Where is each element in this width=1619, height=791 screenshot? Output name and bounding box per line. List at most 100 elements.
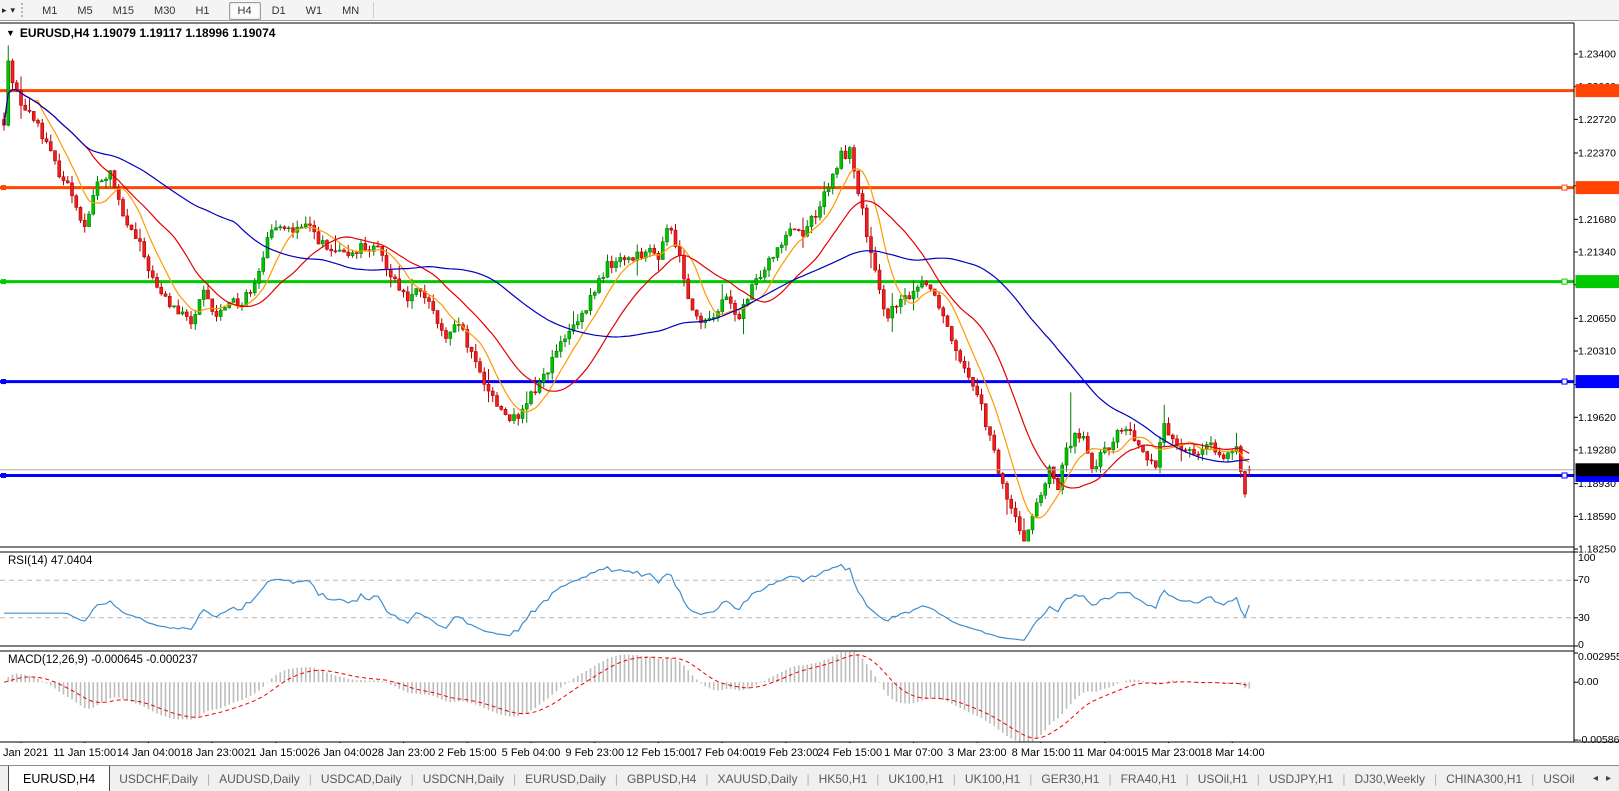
svg-text:1.23400: 1.23400 bbox=[1578, 49, 1616, 61]
tab-separator: | bbox=[410, 771, 414, 786]
tab-USOil[interactable]: USOil bbox=[1543, 771, 1575, 786]
chart-menu-icon[interactable]: ▼ bbox=[6, 28, 15, 38]
tab-USOil-H1[interactable]: USOil,H1 bbox=[1197, 771, 1248, 786]
rsi-line bbox=[4, 563, 1250, 641]
timeframe-button-H4[interactable]: H4 bbox=[228, 2, 261, 20]
timeframe-button-MN[interactable]: MN bbox=[342, 5, 360, 17]
tab-separator: | bbox=[705, 771, 709, 786]
tab-separator: | bbox=[1029, 771, 1033, 786]
timeframe-button-M1[interactable]: M1 bbox=[42, 5, 58, 17]
hline-handle[interactable] bbox=[1561, 278, 1568, 285]
hline-handle[interactable] bbox=[1, 379, 6, 385]
chart-tool-icon[interactable]: ▸ bbox=[2, 5, 7, 15]
svg-text:0: 0 bbox=[1578, 639, 1584, 651]
tab-USDJPY-H1[interactable]: USDJPY,H1 bbox=[1268, 771, 1334, 786]
tab-XAUUSD-Daily[interactable]: XAUUSD,Daily bbox=[717, 771, 798, 786]
time-axis-label: 9 Feb 23:00 bbox=[565, 747, 625, 759]
hline-handle[interactable] bbox=[1, 279, 6, 285]
timeframe-button-M30[interactable]: M30 bbox=[154, 5, 176, 17]
tab-separator: | bbox=[513, 771, 517, 786]
svg-text:30: 30 bbox=[1578, 612, 1590, 624]
tab-HK50-H1[interactable]: HK50,H1 bbox=[818, 771, 868, 786]
macd-indicator-label: MACD(12,26,9) -0.000645 -0.000237 bbox=[8, 654, 198, 666]
time-axis-label: 12 Feb 15:00 bbox=[626, 747, 691, 759]
tab-separator: | bbox=[1531, 771, 1535, 786]
time-axis-label: 11 Jan 15:00 bbox=[53, 747, 117, 759]
tab-USDCNH-Daily[interactable]: USDCNH,Daily bbox=[422, 771, 505, 786]
time-axis-label: 5 Feb 04:00 bbox=[501, 747, 561, 759]
chart-title: ▼ EURUSD,H4 1.19079 1.19117 1.18996 1.19… bbox=[6, 26, 275, 40]
svg-text:1.21340: 1.21340 bbox=[1578, 247, 1616, 259]
tab-DJ30-Weekly[interactable]: DJ30,Weekly bbox=[1354, 771, 1425, 786]
svg-text:1.18250: 1.18250 bbox=[1578, 544, 1616, 556]
time-axis-label: 18 Jan 23:00 bbox=[180, 747, 245, 759]
svg-text:1.19280: 1.19280 bbox=[1578, 445, 1616, 457]
svg-text:1.20650: 1.20650 bbox=[1578, 313, 1616, 325]
hline-price-tag bbox=[1575, 181, 1619, 195]
time-axis-label: 3 Mar 23:00 bbox=[947, 747, 1007, 759]
tab-EURUSD-Daily[interactable]: EURUSD,Daily bbox=[525, 771, 606, 786]
hline-handle[interactable] bbox=[1, 472, 6, 478]
hline-handle[interactable] bbox=[1561, 472, 1568, 479]
time-axis-label: 28 Jan 23:00 bbox=[371, 747, 436, 759]
tab-separator: | bbox=[876, 771, 880, 786]
hline-handle[interactable] bbox=[1561, 378, 1568, 385]
tab-AUDUSD-Daily[interactable]: AUDUSD,Daily bbox=[219, 771, 300, 786]
svg-text:1.20310: 1.20310 bbox=[1578, 346, 1616, 358]
timeframe-buttons: M1 M5 M15 M30 H1 H4 D1 W1 MN bbox=[32, 1, 369, 20]
tab-CHINA300-H1[interactable]: CHINA300,H1 bbox=[1446, 771, 1523, 786]
tab-separator: | bbox=[1433, 771, 1438, 786]
time-axis-label: 14 Jan 04:00 bbox=[116, 747, 181, 759]
time-axis-label: 26 Jan 04:00 bbox=[307, 747, 372, 759]
tab-separator: | bbox=[806, 771, 810, 786]
tab-GBPUSD-H4[interactable]: GBPUSD,H4 bbox=[626, 771, 697, 786]
tab-scroll-left-icon[interactable]: ◂ bbox=[1592, 773, 1598, 784]
chart-title-text: EURUSD,H4 1.19079 1.19117 1.18996 1.1907… bbox=[19, 26, 276, 40]
timeframe-button-H1[interactable]: H1 bbox=[195, 5, 210, 17]
tab-EURUSD-H4[interactable]: EURUSD,H4 bbox=[8, 766, 111, 791]
time-axis-label: 21 Jan 15:00 bbox=[244, 747, 308, 759]
svg-text:0.002955: 0.002955 bbox=[1578, 651, 1619, 663]
tab-separator: | bbox=[614, 771, 618, 786]
horizontal-lines bbox=[0, 89, 1574, 477]
tabs-holder: EURUSD,H4 USDCHF,Daily | AUDUSD,Daily | USDCA… bbox=[8, 766, 1584, 791]
ma-fast-line bbox=[3, 88, 1250, 519]
time-axis-label: 6 Jan 2021 bbox=[0, 747, 49, 759]
svg-text:70: 70 bbox=[1578, 574, 1590, 586]
current-price-tag bbox=[1575, 463, 1619, 477]
time-axis-label: 24 Feb 15:00 bbox=[817, 747, 883, 759]
ma-medium-line bbox=[3, 88, 1250, 489]
hline-handle[interactable] bbox=[1561, 184, 1568, 191]
svg-text:1.22720: 1.22720 bbox=[1578, 114, 1616, 126]
hline-price-tag bbox=[1575, 375, 1619, 389]
tab-UK100-H1[interactable]: UK100,H1 bbox=[964, 771, 1021, 786]
toolbar-grip[interactable] bbox=[21, 3, 28, 17]
time-axis-label: 18 Mar 14:00 bbox=[1199, 747, 1265, 759]
timeframe-button-W1[interactable]: W1 bbox=[305, 5, 323, 17]
timeframe-button-M5[interactable]: M5 bbox=[77, 5, 93, 17]
hline-handle[interactable] bbox=[1, 185, 6, 191]
price-axis: 1.234001.230601.227201.223701.220301.216… bbox=[1574, 49, 1619, 744]
tab-separator: | bbox=[1342, 771, 1346, 786]
tab-USDCAD-Daily[interactable]: USDCAD,Daily bbox=[320, 771, 402, 786]
svg-text:1.19620: 1.19620 bbox=[1578, 412, 1616, 424]
tab-separator: | bbox=[1108, 771, 1112, 786]
svg-text:1.18590: 1.18590 bbox=[1578, 511, 1616, 523]
rsi-indicator-label: RSI(14) 47.0404 bbox=[8, 555, 93, 567]
time-axis-label: 19 Feb 23:00 bbox=[753, 747, 819, 759]
tab-separator: | bbox=[952, 771, 956, 786]
tab-UK100-H1[interactable]: UK100,H1 bbox=[888, 771, 944, 786]
time-axis-label: 1 Mar 07:00 bbox=[884, 747, 943, 759]
tab-USDCHF-Daily[interactable]: USDCHF,Daily bbox=[119, 771, 198, 786]
chevron-down-icon[interactable]: ▾ bbox=[10, 5, 16, 15]
tab-GER30-H1[interactable]: GER30,H1 bbox=[1041, 771, 1100, 786]
tab-FRA40-H1[interactable]: FRA40,H1 bbox=[1120, 771, 1177, 786]
time-axis-label: 17 Feb 04:00 bbox=[689, 747, 755, 759]
tab-scroll-right-icon[interactable]: ▸ bbox=[1605, 773, 1611, 784]
timeframe-button-M15[interactable]: M15 bbox=[112, 5, 135, 17]
hline-price-tag bbox=[1575, 84, 1619, 98]
timeframe-button-D1[interactable]: D1 bbox=[271, 5, 286, 17]
tab-separator: | bbox=[308, 771, 312, 786]
